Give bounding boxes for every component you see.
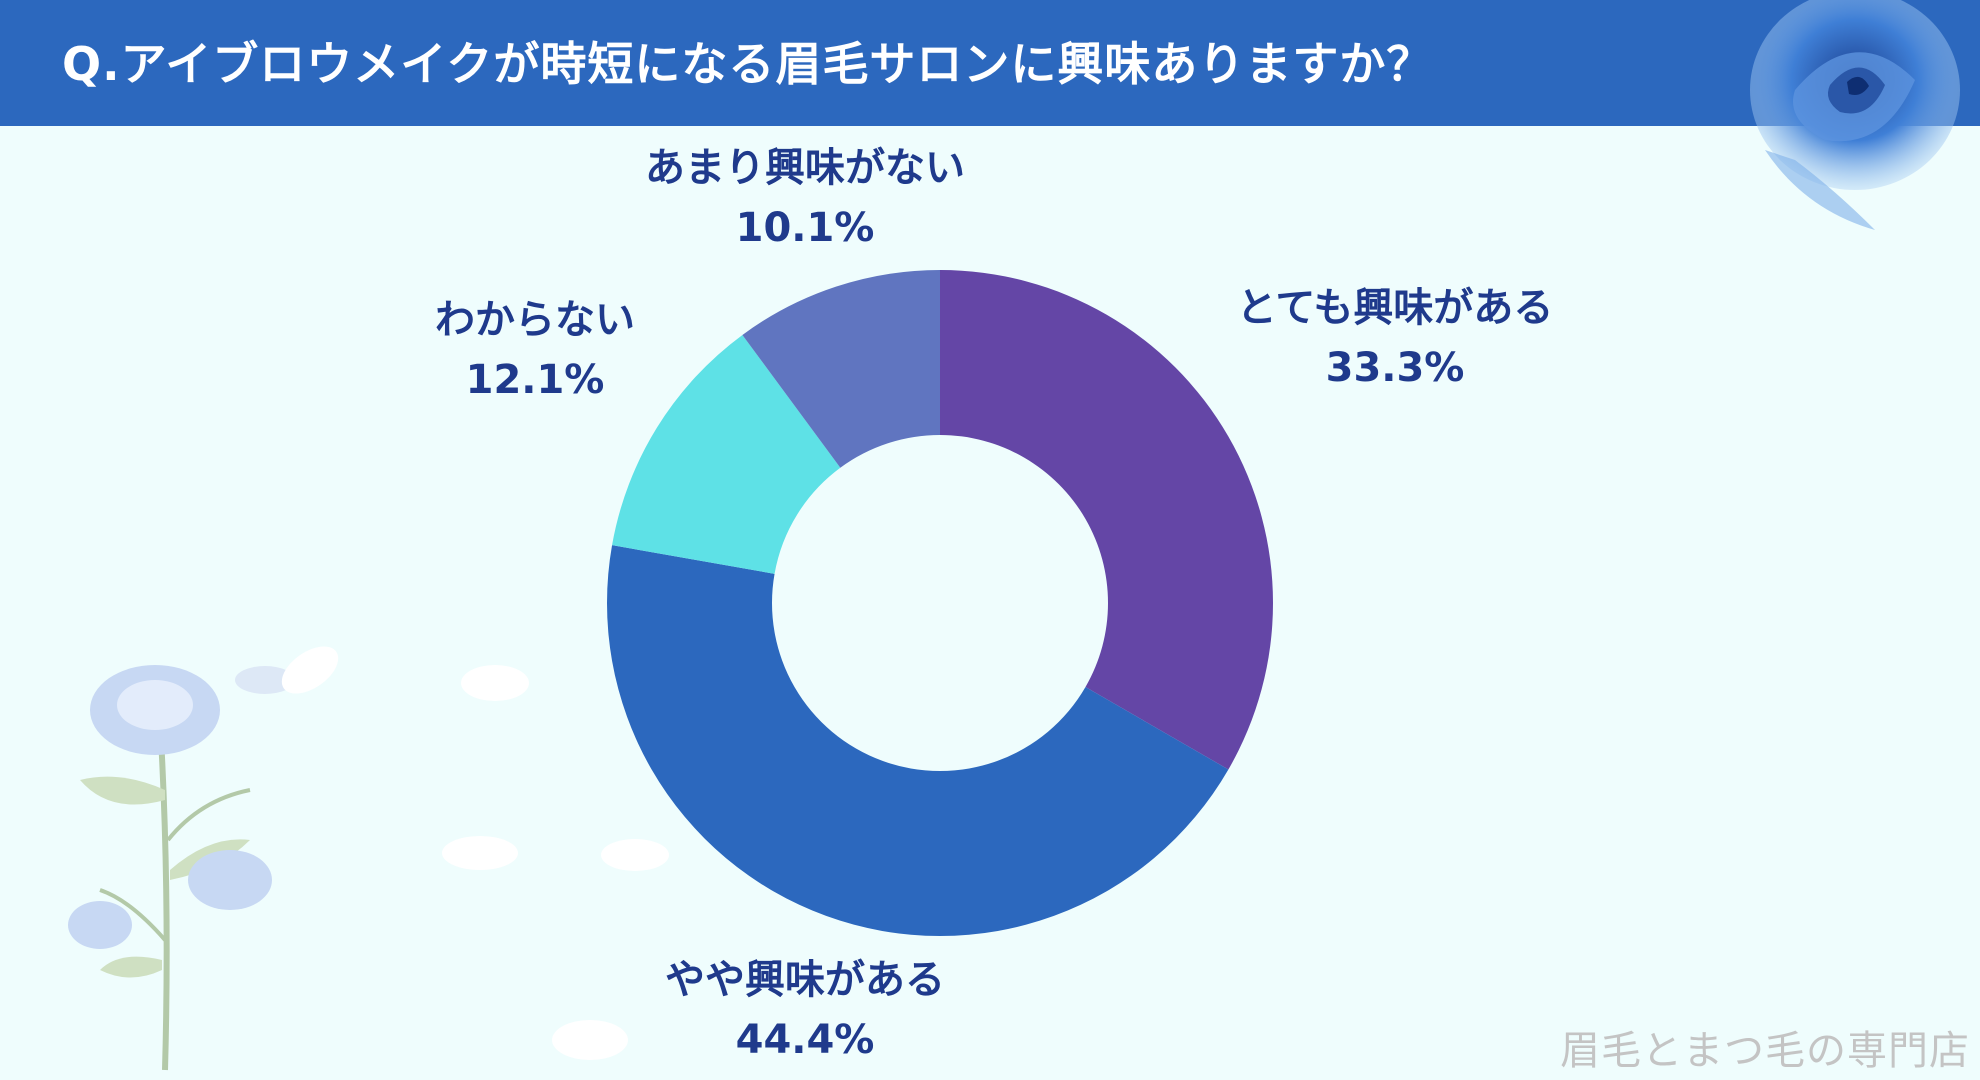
slice-2-value: 44.4% [735,1017,875,1063]
slice-4-label: あまり興味がない [645,145,965,191]
petal-icon [552,1020,628,1060]
slice-3-label: わからない [435,297,635,343]
donut-slice-2 [607,545,1229,937]
blue-rose-stem-icon [68,665,295,1071]
petal-icon [601,839,669,871]
slice-1-label: とても興味がある [1236,285,1554,331]
label-slice-3: わからない 12.1% [395,290,675,410]
slice-4-value: 10.1% [735,205,875,251]
title-bar: Q.アイブロウメイクが時短になる眉毛サロンに興味ありますか？ [0,0,1980,126]
label-slice-1: とても興味がある 33.3% [1220,278,1570,398]
slice-2-label: やや興味がある [665,957,945,1003]
donut-slice-4 [742,270,940,468]
slice-3-value: 12.1% [465,357,605,403]
blue-rose-icon [1750,0,1960,230]
petal-icon [461,665,529,701]
slice-1-value: 33.3% [1325,345,1465,391]
label-slice-2: やや興味がある 44.4% [630,950,980,1070]
chart-title: Q.アイブロウメイクが時短になる眉毛サロンに興味ありますか？ [62,37,1434,91]
petal-icon [442,836,518,870]
shop-watermark: 眉毛とまつ毛の専門店 [1560,1028,1970,1074]
label-slice-4: あまり興味がない 10.1% [620,138,990,258]
donut-slice-3 [612,334,841,574]
donut-slice-1 [940,270,1273,770]
petal-icon [281,646,339,694]
